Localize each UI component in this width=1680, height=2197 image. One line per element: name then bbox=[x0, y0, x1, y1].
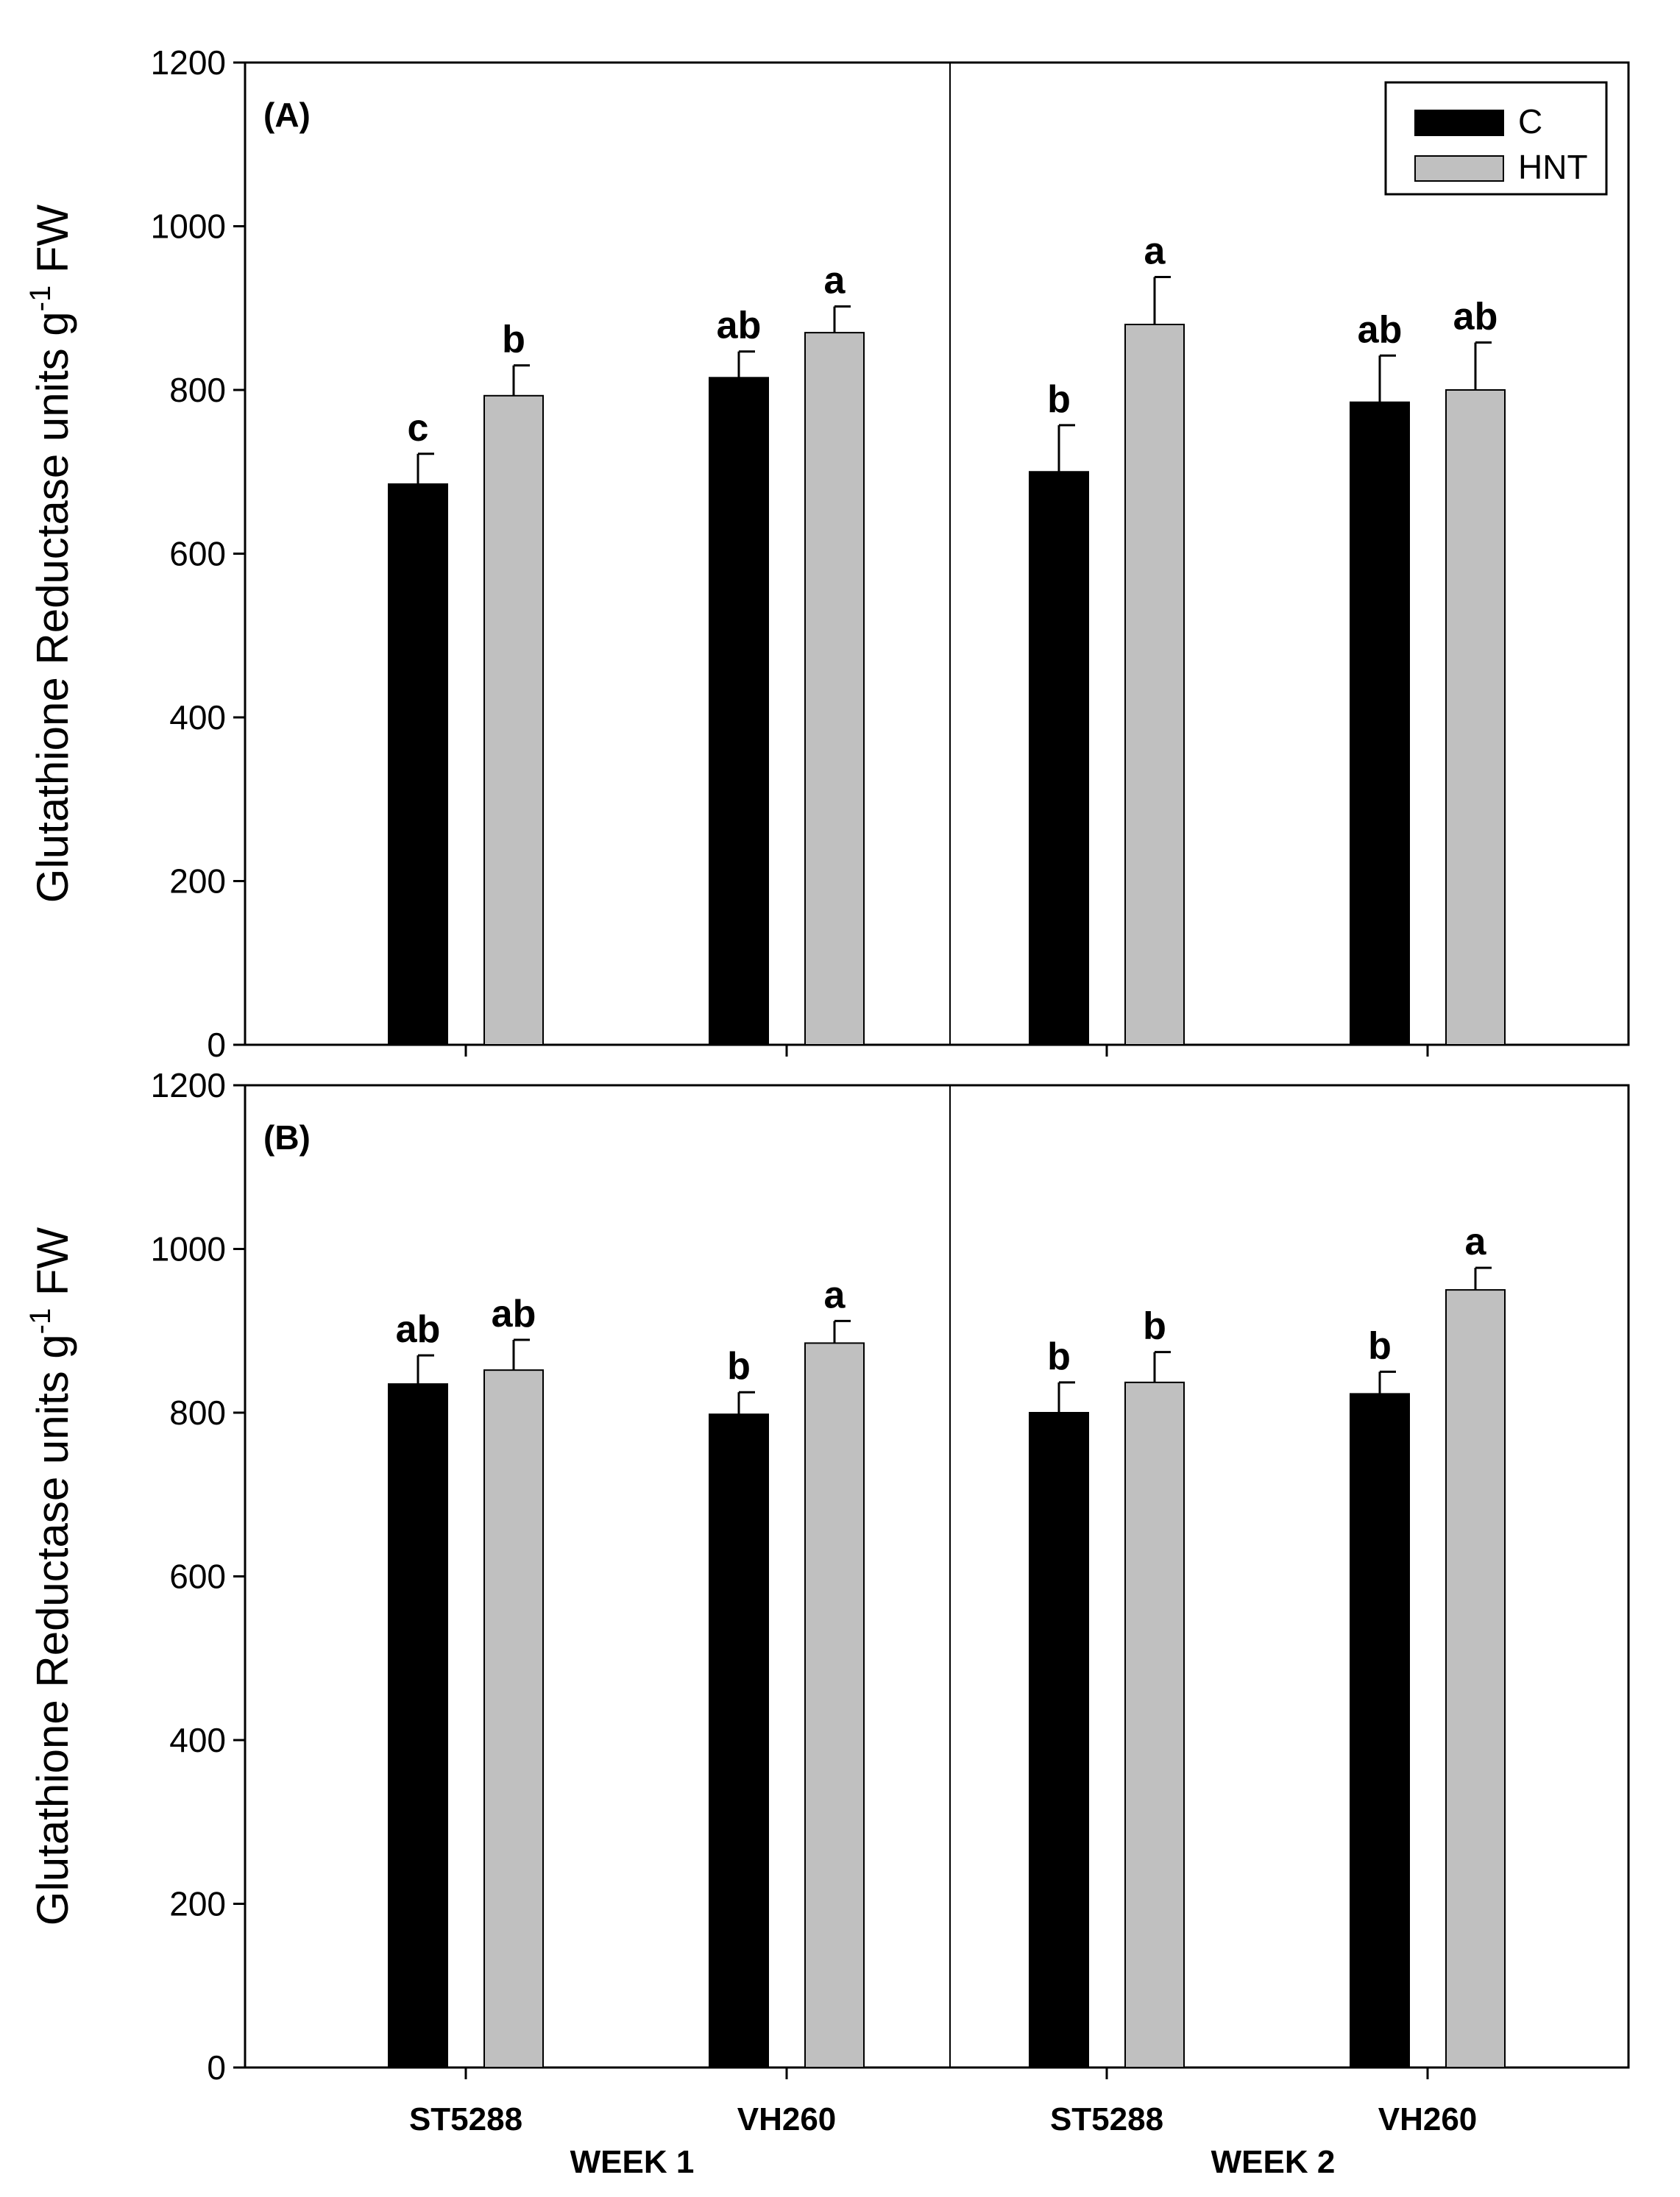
panel-a: 0 200 400 600 800 1000 1200 Glutathione Reducta… bbox=[24, 43, 1630, 1064]
x-category-label: ST5288 bbox=[409, 2101, 522, 2137]
y-axis-label-superscript: -1 bbox=[24, 1308, 57, 1335]
significance-label: b bbox=[1047, 378, 1071, 421]
significance-label: a bbox=[824, 1274, 846, 1316]
y-tick-label: 200 bbox=[169, 1885, 226, 1923]
y-tick-label: 800 bbox=[169, 371, 226, 409]
legend-swatch-hnt bbox=[1414, 155, 1504, 182]
x-group-label: WEEK 1 bbox=[570, 2144, 695, 2180]
bar-hnt bbox=[804, 1342, 865, 2068]
y-tick-label: 0 bbox=[207, 1026, 226, 1064]
panel-label: (B) bbox=[263, 1118, 311, 1157]
bar-c bbox=[388, 483, 448, 1046]
panel-b: 0 200 400 600 800 1000 1200 Glutathione Reducta… bbox=[24, 1066, 1630, 2180]
significance-label: b bbox=[1143, 1305, 1166, 1348]
legend-swatch-c bbox=[1414, 110, 1504, 136]
y-axis-label-superscript: -1 bbox=[24, 285, 57, 312]
significance-label: c bbox=[408, 407, 429, 450]
y-tick-label: 400 bbox=[169, 1721, 226, 1759]
x-category-label: VH260 bbox=[1378, 2101, 1478, 2137]
significance-label: a bbox=[824, 260, 846, 302]
bar-c bbox=[1029, 1412, 1089, 2068]
bar-hnt bbox=[1124, 324, 1185, 1046]
bar-hnt bbox=[483, 394, 544, 1046]
bar-c bbox=[709, 377, 769, 1046]
significance-label: ab bbox=[1453, 295, 1498, 338]
y-axis-label: Glutathione Reductase units g-1 FW bbox=[24, 204, 77, 903]
significance-label: b bbox=[1368, 1324, 1392, 1367]
y-tick-label: 600 bbox=[169, 535, 226, 573]
legend: C HNT bbox=[1384, 81, 1608, 196]
y-tick-label: 200 bbox=[169, 862, 226, 901]
significance-label: b bbox=[727, 1345, 751, 1388]
bar-c bbox=[1350, 1393, 1410, 2068]
y-tick-label: 1000 bbox=[151, 1230, 226, 1268]
x-category-label: ST5288 bbox=[1050, 2101, 1163, 2137]
bar-hnt bbox=[1445, 389, 1506, 1046]
plot-frame bbox=[244, 61, 1630, 1046]
x-group-label: WEEK 2 bbox=[1211, 2144, 1336, 2180]
plot-frame bbox=[244, 1084, 1630, 2069]
bar-hnt bbox=[1445, 1289, 1506, 2068]
bar-c bbox=[388, 1383, 448, 2068]
bar-hnt bbox=[804, 332, 865, 1046]
y-tick-label: 1200 bbox=[151, 43, 226, 82]
bar-c bbox=[1350, 401, 1410, 1046]
significance-label: ab bbox=[396, 1308, 441, 1351]
y-tick-label: 800 bbox=[169, 1394, 226, 1432]
bar-c bbox=[1029, 471, 1089, 1046]
y-tick-label: 600 bbox=[169, 1558, 226, 1596]
significance-label: b bbox=[502, 319, 525, 361]
significance-label: a bbox=[1465, 1221, 1487, 1263]
legend-label-c: C bbox=[1518, 102, 1542, 141]
y-tick-label: 0 bbox=[207, 2048, 226, 2087]
y-tick-label: 1000 bbox=[151, 207, 226, 246]
y-axis-label: Glutathione Reductase units g-1 FW bbox=[24, 1227, 77, 1926]
significance-label: ab bbox=[717, 305, 762, 347]
significance-label: ab bbox=[492, 1293, 536, 1335]
panel-label: (A) bbox=[263, 96, 311, 134]
y-axis-label-tail: FW bbox=[28, 1227, 77, 1307]
bar-hnt bbox=[1124, 1381, 1185, 2068]
legend-label-hnt: HNT bbox=[1518, 148, 1588, 186]
significance-label: b bbox=[1047, 1335, 1071, 1378]
y-tick-label: 400 bbox=[169, 698, 226, 737]
significance-label: ab bbox=[1358, 308, 1403, 351]
y-axis-label-main: Glutathione Reductase units g bbox=[28, 311, 77, 903]
significance-label: a bbox=[1144, 230, 1166, 272]
y-axis-label-main: Glutathione Reductase units g bbox=[28, 1334, 77, 1926]
y-axis-label-tail: FW bbox=[28, 204, 77, 285]
bar-hnt bbox=[483, 1369, 544, 2068]
y-tick-label: 1200 bbox=[151, 1066, 226, 1104]
bar-c bbox=[709, 1413, 769, 2068]
x-category-label: VH260 bbox=[737, 2101, 837, 2137]
